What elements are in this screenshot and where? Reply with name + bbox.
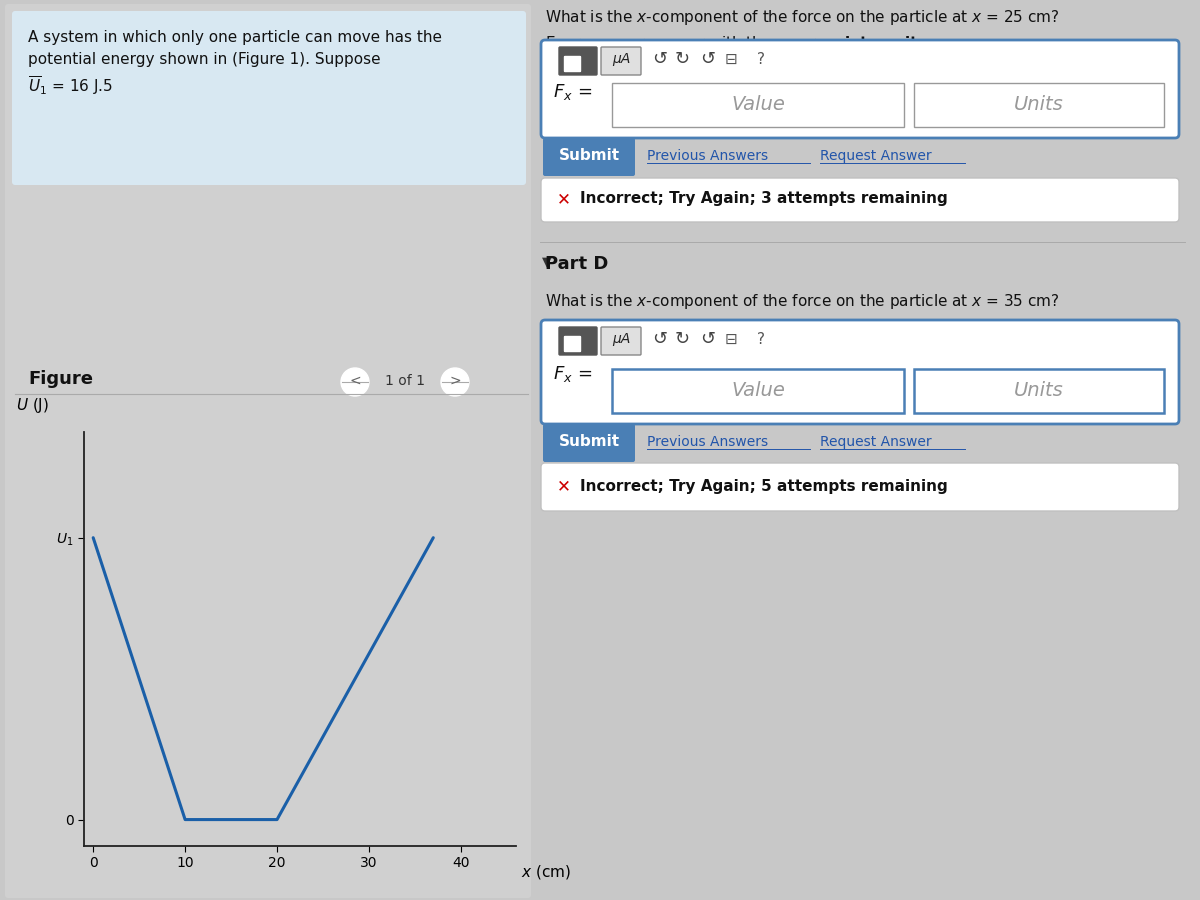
FancyBboxPatch shape: [559, 47, 598, 75]
Text: Request Answer: Request Answer: [820, 149, 931, 163]
Text: ✕: ✕: [557, 190, 571, 208]
Text: What is the $x$-component of the force on the particle at $x$ = 35 cm?: What is the $x$-component of the force o…: [545, 292, 1060, 311]
Text: $\overline{U}_1$ = 16 J.5: $\overline{U}_1$ = 16 J.5: [28, 74, 113, 97]
Text: Figure: Figure: [28, 370, 94, 388]
Text: Express your answer with the $\bf{appropriate\ units.}$: Express your answer with the $\bf{approp…: [545, 317, 932, 336]
FancyBboxPatch shape: [559, 327, 598, 355]
Text: ↺: ↺: [700, 50, 715, 68]
Text: Previous Answers: Previous Answers: [647, 149, 768, 163]
FancyBboxPatch shape: [541, 320, 1178, 424]
Text: ↺: ↺: [700, 330, 715, 348]
FancyBboxPatch shape: [601, 327, 641, 355]
Text: Units: Units: [1014, 94, 1064, 113]
FancyBboxPatch shape: [564, 337, 581, 352]
Text: Submit: Submit: [558, 148, 619, 164]
Text: Express your answer with the $\bf{appropriate\ units.}$: Express your answer with the $\bf{approp…: [545, 34, 932, 53]
Text: ⊟: ⊟: [725, 51, 738, 67]
FancyBboxPatch shape: [541, 40, 1178, 138]
Text: <: <: [349, 374, 361, 388]
Y-axis label: $U$ (J): $U$ (J): [16, 396, 49, 416]
Text: ↺: ↺: [652, 330, 667, 348]
Text: A system in which only one particle can move has the: A system in which only one particle can …: [28, 30, 442, 45]
X-axis label: $x$ (cm): $x$ (cm): [521, 862, 571, 880]
Text: ?: ?: [757, 51, 766, 67]
Text: potential energy shown in (Figure 1). Suppose: potential energy shown in (Figure 1). Su…: [28, 52, 380, 67]
Text: Value: Value: [731, 381, 785, 400]
FancyBboxPatch shape: [542, 138, 635, 176]
FancyBboxPatch shape: [612, 369, 904, 413]
Text: 1 of 1: 1 of 1: [385, 374, 425, 388]
Text: $F_x$ =: $F_x$ =: [553, 364, 592, 384]
Text: ↻: ↻: [674, 330, 690, 348]
FancyBboxPatch shape: [12, 11, 526, 185]
Circle shape: [341, 368, 370, 396]
FancyBboxPatch shape: [612, 83, 904, 127]
Text: Request Answer: Request Answer: [820, 435, 931, 449]
Text: ↻: ↻: [674, 50, 690, 68]
FancyBboxPatch shape: [542, 424, 635, 462]
Text: What is the $x$-component of the force on the particle at $x$ = 25 cm?: What is the $x$-component of the force o…: [545, 8, 1060, 27]
Text: Value: Value: [731, 94, 785, 113]
Text: Previous Answers: Previous Answers: [647, 435, 768, 449]
FancyBboxPatch shape: [5, 4, 530, 898]
Text: Incorrect; Try Again; 3 attempts remaining: Incorrect; Try Again; 3 attempts remaini…: [580, 192, 948, 206]
FancyBboxPatch shape: [601, 47, 641, 75]
Text: ?: ?: [757, 331, 766, 346]
Circle shape: [442, 368, 469, 396]
Text: Submit: Submit: [558, 435, 619, 449]
Text: Part D: Part D: [545, 255, 608, 273]
Text: $F_x$ =: $F_x$ =: [553, 82, 592, 102]
Text: μA: μA: [612, 332, 630, 346]
Text: Units: Units: [1014, 381, 1064, 400]
Text: ⊟: ⊟: [725, 331, 738, 346]
Text: ▼: ▼: [542, 255, 552, 268]
Text: Incorrect; Try Again; 5 attempts remaining: Incorrect; Try Again; 5 attempts remaini…: [580, 479, 948, 493]
Text: >: >: [449, 374, 461, 388]
FancyBboxPatch shape: [541, 178, 1178, 222]
FancyBboxPatch shape: [541, 463, 1178, 511]
FancyBboxPatch shape: [914, 83, 1164, 127]
Text: μA: μA: [612, 52, 630, 66]
FancyBboxPatch shape: [914, 369, 1164, 413]
Text: ↺: ↺: [652, 50, 667, 68]
Text: ✕: ✕: [557, 477, 571, 495]
FancyBboxPatch shape: [564, 57, 581, 71]
